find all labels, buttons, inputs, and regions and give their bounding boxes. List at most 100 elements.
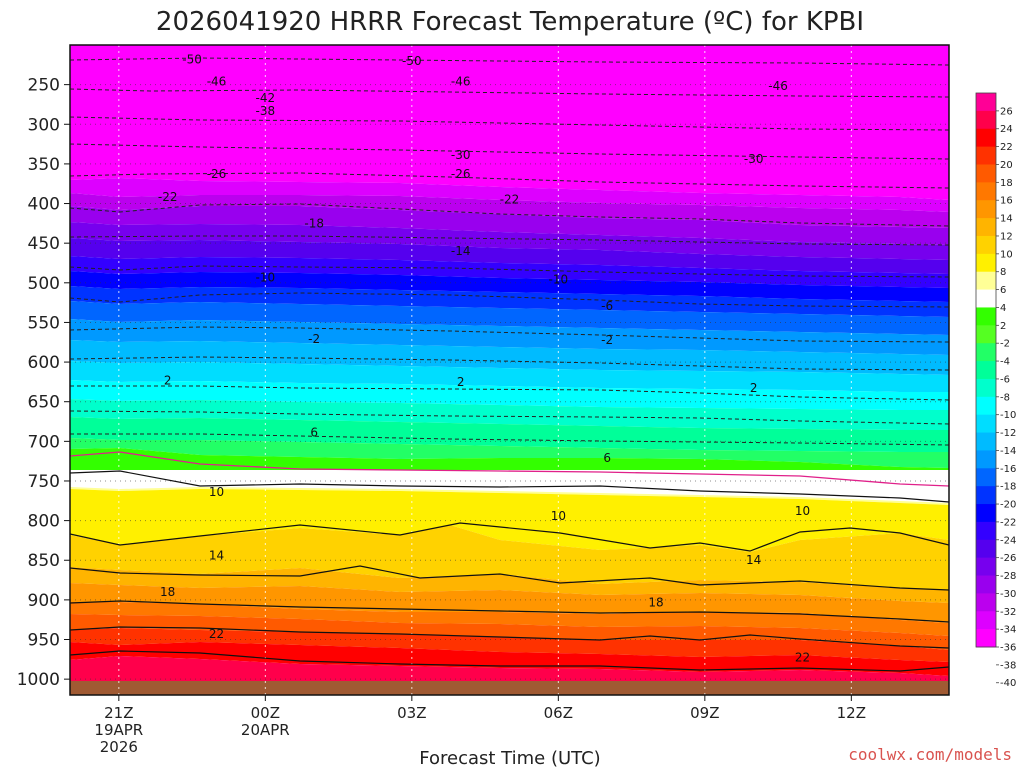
band-minus18 (70, 301, 949, 335)
isotherm-line (70, 326, 949, 343)
colorbar-label: -2 (1000, 339, 1010, 350)
y-tick-label: 550 (28, 313, 60, 333)
isotherm-line (70, 356, 949, 371)
colorbar-label: -26 (1000, 553, 1016, 564)
isotherm-line (70, 235, 949, 246)
time-gridlines (118, 45, 852, 695)
colorbar-swatch (976, 450, 996, 469)
contour-label: -30 (744, 152, 764, 166)
contour-label: -2 (601, 333, 613, 347)
band-minus26 (70, 238, 949, 274)
isotherm-line (70, 292, 949, 308)
band-plus2 (70, 487, 949, 505)
dashed-isotherms (70, 57, 949, 446)
colorbar-swatch (976, 539, 996, 559)
contour-label: -46 (207, 74, 227, 88)
colorbar-label: 2 (1000, 321, 1006, 332)
colorbar-label: -20 (1000, 500, 1016, 511)
colorbar-label: 6 (1000, 285, 1006, 296)
colorbar-label: 10 (1000, 249, 1013, 260)
colorbar-label: -40 (1000, 678, 1016, 689)
ground-terrain (70, 681, 949, 695)
y-tick-label: 500 (28, 274, 60, 294)
band-plus22 (70, 656, 949, 683)
x-tick-label: 12Z (837, 704, 866, 722)
contour-label: 10 (795, 504, 810, 518)
contour-label: 22 (209, 627, 224, 641)
band-minus20 (70, 286, 949, 317)
colorbar-label: 14 (1000, 214, 1013, 225)
contour-label: -22 (158, 190, 178, 204)
colorbar-label: -16 (1000, 464, 1016, 475)
band-minus12 (70, 361, 949, 392)
solid-isotherms (70, 470, 949, 672)
band-minus6 (70, 417, 949, 452)
colorbar-swatch (976, 289, 996, 308)
isotherm-line (70, 565, 949, 591)
x-tick-label: 19APR (94, 721, 143, 739)
contour-label: -46 (451, 74, 471, 88)
colorbar-label: 8 (1000, 267, 1006, 278)
colorbar-swatch (976, 575, 996, 594)
band-minus22 (70, 271, 949, 302)
colorbar-swatch (976, 486, 996, 505)
band-below-minus40 (70, 45, 949, 200)
x-tick-label: 00Z (251, 704, 280, 722)
colorbar-swatch (976, 468, 996, 487)
y-tick-label: 400 (28, 195, 60, 215)
contour-label: 2 (164, 373, 172, 387)
colorbar-label: -4 (1000, 357, 1010, 368)
colorbar-swatch (976, 271, 996, 291)
contour-label: -10 (549, 273, 569, 287)
colorbar-swatch (976, 200, 996, 219)
isotherm-line (70, 143, 949, 160)
band-plus18 (70, 628, 949, 662)
plot-area: -50 -50-46 -46 -46-42-38-30 -30-26 -26-22 -22-… (70, 45, 949, 695)
contour-label: -2 (308, 332, 320, 346)
contour-label: 18 (648, 595, 663, 609)
band-minus4 (70, 438, 949, 468)
colorbar-swatch (976, 235, 996, 255)
band-minus34 (70, 193, 949, 228)
colorbar-label: 16 (1000, 196, 1013, 207)
contour-label: 6 (603, 451, 611, 465)
colorbar-swatch (976, 164, 996, 183)
colorbar-swatch (976, 432, 996, 451)
x-tick-label: 2026 (100, 738, 138, 756)
x-tick-label: 21Z (104, 704, 133, 722)
x-tick-label: 06Z (544, 704, 573, 722)
colorbar-label: -36 (1000, 643, 1016, 654)
colorbar-swatch (976, 361, 996, 380)
y-tick-label: 850 (28, 551, 60, 571)
band-minus30 (70, 206, 949, 245)
contour-label: -30 (451, 148, 471, 162)
isotherm-line (70, 522, 949, 552)
y-tick-label: 600 (28, 353, 60, 373)
band-plus4 (70, 489, 949, 552)
colorbar-label: -24 (1000, 535, 1016, 546)
y-tick-label: 450 (28, 234, 60, 254)
colorbar-swatch (976, 128, 996, 148)
x-axis-label: Forecast Time (UTC) (419, 748, 600, 768)
contour-label: 6 (310, 426, 318, 440)
isotherm-line (70, 116, 949, 131)
colorbar-swatch (976, 629, 996, 648)
y-tick-label: 950 (28, 631, 60, 651)
pressure-axis: 250 300 350 400 450 500 550 600 650 700 750 800 850 9… (17, 76, 70, 690)
colorbar-label: -30 (1000, 589, 1016, 600)
colorbar-label: -38 (1000, 660, 1016, 671)
contour-label: -26 (207, 167, 227, 181)
temperature-bands (70, 45, 949, 695)
contour-label: -46 (768, 79, 788, 93)
credit-link[interactable]: coolwx.com/models (848, 745, 1012, 764)
band-plus20 (70, 642, 949, 676)
colorbar-border (975, 92, 997, 648)
contour-label: 2 (457, 375, 465, 389)
colorbar-label: 24 (1000, 124, 1013, 135)
isotherm-line (70, 172, 949, 189)
y-tick-label: 800 (28, 512, 60, 532)
colorbar-swatch (976, 182, 996, 201)
colorbar-swatch (976, 146, 996, 165)
